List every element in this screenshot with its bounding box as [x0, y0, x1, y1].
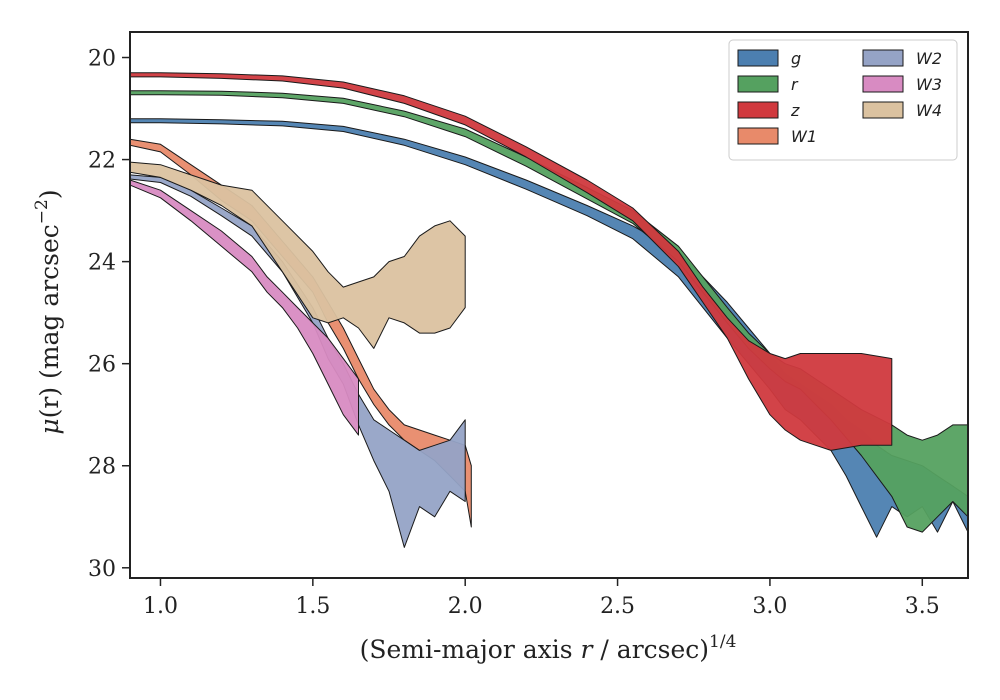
legend-swatch-W1 [737, 127, 779, 145]
legend-swatch-z [737, 101, 779, 119]
band-W3 [129, 179, 359, 436]
x-axis-title: (Semi-major axis r / arcsec)1/4 [360, 632, 737, 664]
legend: grz W1 W2 W3 W4 [728, 39, 958, 161]
x-tick-label: 2.5 [600, 594, 635, 619]
axes: 1.0 1.5 2.0 2.5 3.0 3.5 20 22 24 26 28 30 [88, 31, 969, 619]
y-tick-label: 26 [88, 353, 116, 378]
y-tick-label: 22 [88, 149, 116, 174]
y-tick-label: 20 [88, 47, 116, 72]
profile-bands [129, 72, 969, 548]
y-tick-label: 24 [88, 251, 116, 276]
legend-swatch-W3 [862, 75, 904, 93]
legend-swatch-W4 [862, 101, 904, 119]
y-tick-label: 28 [88, 455, 116, 480]
x-tick-label: 3.5 [905, 594, 940, 619]
band-W4 [129, 161, 466, 349]
x-tick-label: 3.0 [752, 594, 787, 619]
legend-label-W1: W1 [791, 127, 817, 146]
x-tick-label: 1.5 [295, 594, 330, 619]
legend-swatch-W2 [862, 49, 904, 67]
x-tick-label: 1.0 [143, 594, 178, 619]
band-z [129, 72, 893, 451]
band-W2 [129, 174, 466, 548]
plot-frame [129, 31, 969, 579]
legend-label-z: z [790, 101, 800, 120]
legend-label-W2: W2 [916, 49, 942, 68]
legend-swatch-g [737, 49, 779, 67]
y-axis-title: μ(r) (mag arcsec−2) [32, 189, 64, 434]
y-tick-label: 30 [88, 557, 116, 582]
x-tick-label: 2.0 [448, 594, 483, 619]
legend-label-W4: W4 [916, 101, 942, 120]
legend-label-r: r [791, 75, 799, 94]
band-g [129, 118, 969, 538]
legend-box [728, 39, 958, 161]
legend-label-g: g [791, 49, 801, 68]
legend-swatch-r [737, 75, 779, 93]
legend-label-W3: W3 [916, 75, 942, 94]
